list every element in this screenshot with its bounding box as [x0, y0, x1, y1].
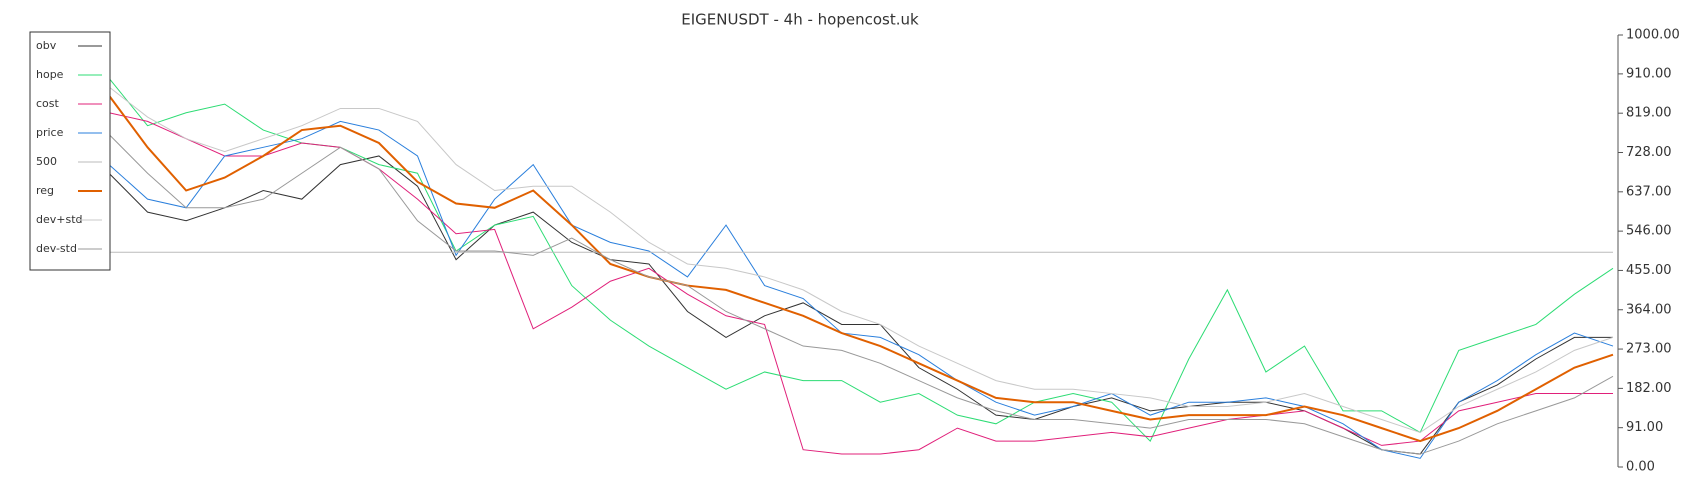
series-line	[108, 94, 1614, 443]
y-tick-label: 728.00	[1626, 145, 1672, 160]
legend-label: dev-std	[36, 242, 77, 255]
y-tick-label: 819.00	[1626, 106, 1672, 121]
y-tick-label: 0.00	[1626, 460, 1655, 475]
y-tick-label: 1000.00	[1626, 28, 1680, 43]
legend-label: price	[36, 126, 64, 139]
series-line	[108, 86, 1614, 433]
y-tick-label: 455.00	[1626, 263, 1672, 278]
legend-label: dev+std	[36, 213, 83, 226]
y-tick-label: 273.00	[1626, 342, 1672, 357]
legend-label: hope	[36, 68, 64, 81]
legend-label: obv	[36, 39, 57, 52]
y-tick-label: 910.00	[1626, 66, 1672, 81]
y-tick-label: 182.00	[1626, 381, 1672, 396]
legend-box	[29, 31, 111, 271]
series-line	[108, 134, 1614, 455]
legend-label: reg	[36, 184, 54, 197]
legend-label: 500	[36, 155, 57, 168]
y-tick-label: 546.00	[1626, 224, 1672, 239]
y-tick-label: 364.00	[1626, 302, 1672, 317]
series-line	[108, 77, 1614, 442]
y-tick-label: 91.00	[1626, 420, 1663, 435]
series-line	[108, 155, 1613, 455]
chart-title: EIGENUSDT - 4h - hopencost.uk	[681, 11, 919, 29]
series-line	[108, 120, 1614, 459]
y-tick-label: 637.00	[1626, 184, 1672, 199]
series-line	[108, 112, 1613, 455]
legend-label: cost	[36, 97, 60, 110]
